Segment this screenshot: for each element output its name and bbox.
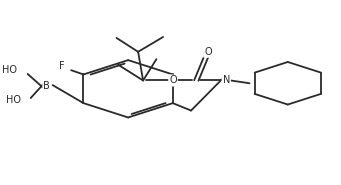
- Text: HO: HO: [6, 95, 21, 105]
- Text: O: O: [169, 75, 177, 85]
- Text: N: N: [223, 75, 230, 85]
- Text: O: O: [204, 47, 212, 57]
- Text: B: B: [43, 81, 50, 91]
- Text: HO: HO: [2, 65, 17, 75]
- Text: F: F: [59, 61, 65, 71]
